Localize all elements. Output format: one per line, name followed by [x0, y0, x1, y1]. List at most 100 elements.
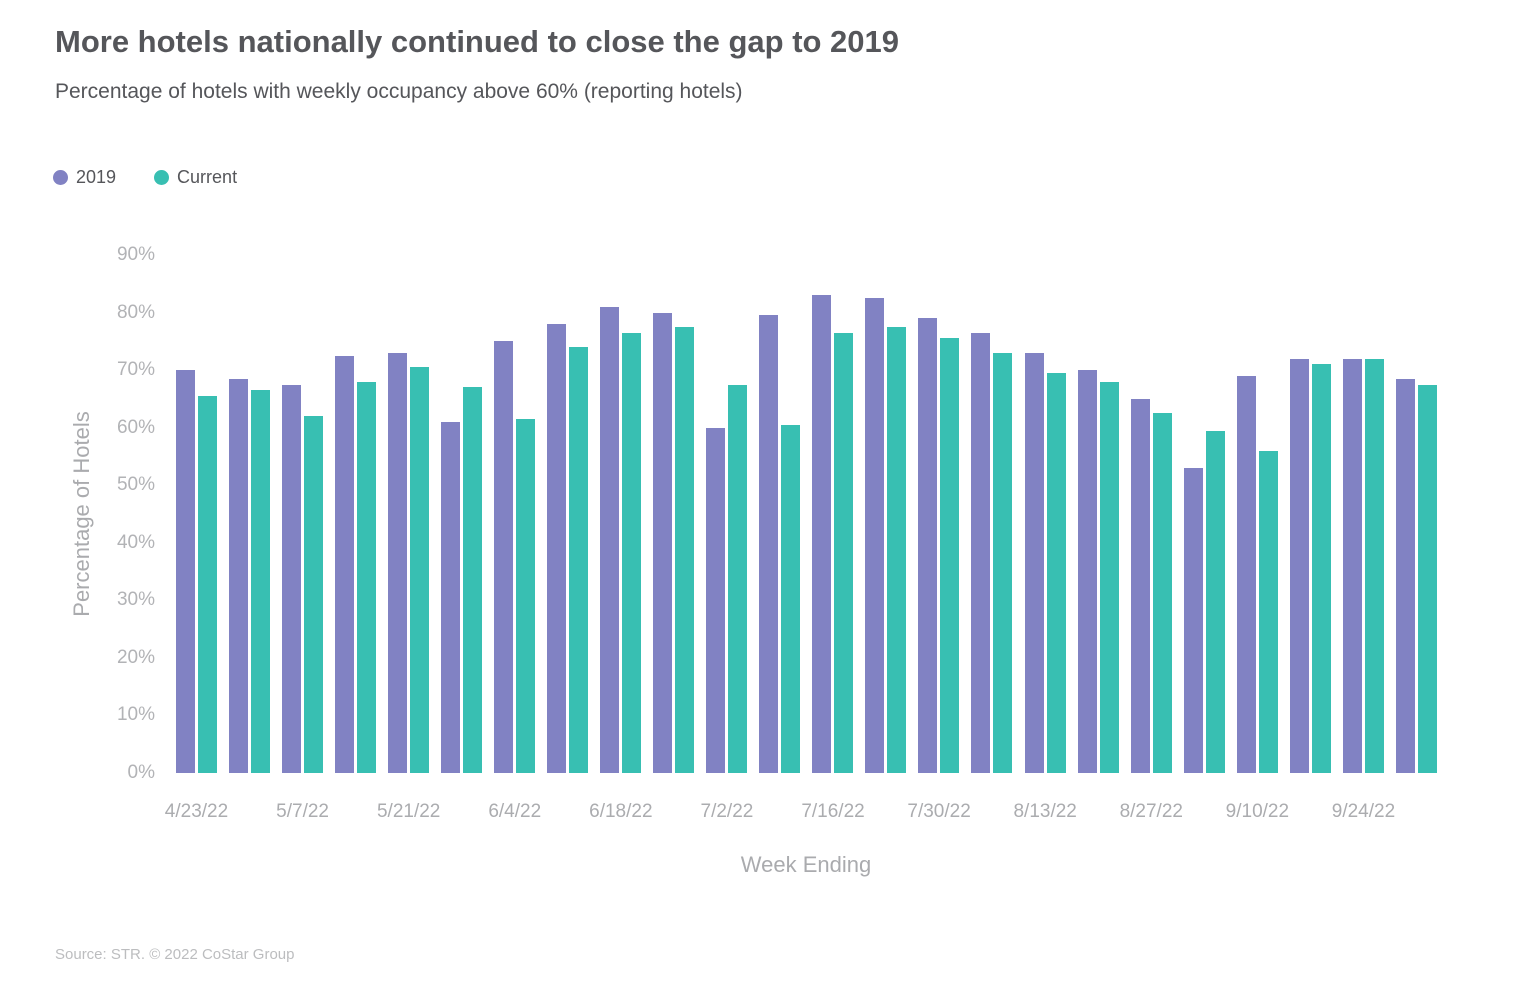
page-subtitle: Percentage of hotels with weekly occupan…: [55, 80, 743, 103]
bar-2019-17: [1024, 352, 1044, 773]
y-tick-label-60: 60%: [116, 416, 155, 438]
bar-current-3: [304, 416, 324, 773]
bar-group-9/10/22: [1236, 255, 1278, 773]
x-tick-label-7/30/22: 7/30/22: [907, 801, 971, 822]
legend-swatch-current-icon: [154, 170, 170, 185]
bar-group-5/7/22: [282, 255, 324, 773]
bar-2019-14: [865, 298, 885, 773]
x-tick-label-9/24/22: 9/24/22: [1331, 801, 1396, 822]
bar-current-16: [993, 352, 1013, 773]
x-tick-label-6/4/22: 6/4/22: [488, 801, 542, 822]
bar-2019-16: [971, 332, 991, 773]
page-title: More hotels nationally continued to clos…: [55, 24, 900, 59]
y-tick-label-30: 30%: [116, 589, 155, 611]
bar-group-week-24: [1395, 255, 1437, 773]
bar-current-11: [728, 384, 748, 773]
bar-current-14: [887, 326, 907, 773]
y-tick-label-80: 80%: [116, 301, 155, 323]
bar-group-5/21/22: [388, 255, 430, 773]
bar-2019-5: [388, 352, 408, 773]
x-tick-label-5/21/22: 5/21/22: [376, 801, 441, 822]
bar-group-week-22: [1289, 255, 1331, 773]
bar-group-7/30/22: [918, 255, 960, 773]
bar-current-18: [1099, 381, 1119, 773]
bar-group-8/27/22: [1130, 255, 1172, 773]
bar-2019-8: [547, 324, 567, 773]
bar-2019-15: [918, 318, 938, 773]
bar-current-24: [1417, 384, 1437, 773]
bar-2019-22: [1289, 358, 1309, 773]
bar-current-5: [410, 367, 430, 773]
bar-group-week-10: [653, 255, 695, 773]
x-axis-tick-labels: 4/23/22 5/7/22 5/21/22 6/4/22 6/18/22 7/2/22 7…: [165, 801, 1437, 831]
x-tick-label-8/13/22: 8/13/22: [1013, 801, 1077, 822]
bar-group-week-14: [865, 255, 907, 773]
x-tick-label-9/10/22: 9/10/22: [1225, 801, 1290, 822]
legend: 2019 Current: [53, 167, 237, 188]
y-tick-label-50: 50%: [116, 474, 155, 496]
bar-group-week-6: [441, 255, 483, 773]
bar-2019-21: [1236, 375, 1256, 773]
y-tick-label-90: 90%: [116, 244, 155, 265]
bar-current-8: [569, 347, 589, 773]
bar-2019-9: [600, 306, 620, 773]
bar-2019-13: [812, 295, 832, 773]
bar-current-10: [675, 326, 695, 773]
bar-2019-4: [335, 355, 355, 773]
bar-current-21: [1258, 450, 1278, 773]
bar-current-6: [463, 387, 483, 773]
source-note: Source: STR. © 2022 CoStar Group: [55, 946, 295, 963]
bar-group-week-2: [229, 255, 271, 773]
y-axis-title: Percentage of Hotels: [69, 411, 94, 617]
bar-current-2: [251, 390, 271, 773]
bar-2019-2: [229, 378, 249, 773]
bar-current-13: [834, 332, 854, 773]
bar-group-week-20: [1183, 255, 1225, 773]
y-axis-tick-labels: 0% 10% 20% 30% 40% 50% 60% 70% 80% 90%: [90, 244, 155, 783]
bar-group-8/13/22: [1024, 255, 1066, 773]
legend-item-current: Current: [154, 167, 237, 188]
bar-group-week-8: [547, 255, 589, 773]
bar-current-20: [1205, 430, 1225, 773]
bar-current-7: [516, 419, 536, 773]
legend-label-current: Current: [177, 167, 238, 187]
bar-chart-plot-area: [176, 255, 1437, 773]
bar-group-week-18: [1077, 255, 1119, 773]
legend-item-2019: 2019: [53, 167, 116, 188]
bar-2019-7: [494, 341, 514, 773]
legend-swatch-2019-icon: [53, 170, 68, 185]
bar-current-1: [198, 396, 217, 773]
x-tick-label-6/18/22: 6/18/22: [589, 801, 653, 822]
bar-current-22: [1311, 364, 1331, 773]
x-tick-label-4/23/22: 4/23/22: [164, 801, 229, 822]
legend-label-2019: 2019: [76, 167, 117, 187]
bar-group-9/24/22: [1342, 255, 1384, 773]
x-tick-label-7/16/22: 7/16/22: [801, 801, 865, 822]
x-tick-label-8/27/22: 8/27/22: [1119, 801, 1183, 822]
bar-current-4: [357, 381, 377, 773]
bar-group-6/4/22: [494, 255, 536, 773]
bar-group-week-12: [759, 255, 801, 773]
x-tick-label-7/2/22: 7/2/22: [700, 801, 754, 822]
bar-group-4/23/22: [176, 255, 217, 773]
bar-2019-12: [759, 315, 779, 773]
y-tick-label-40: 40%: [116, 531, 155, 553]
bar-2019-19: [1130, 398, 1150, 773]
bar-2019-24: [1395, 378, 1415, 773]
bar-current-12: [781, 424, 801, 773]
y-tick-label-70: 70%: [116, 359, 155, 381]
bar-2019-6: [441, 421, 461, 773]
y-tick-label-10: 10%: [116, 704, 155, 726]
bar-2019-10: [653, 312, 673, 773]
y-tick-label-20: 20%: [116, 646, 155, 668]
bar-2019-3: [282, 384, 302, 773]
bar-current-19: [1152, 413, 1172, 773]
y-tick-label-0: 0%: [127, 762, 155, 783]
x-tick-label-5/7/22: 5/7/22: [276, 801, 329, 822]
bar-group-week-4: [335, 255, 377, 773]
bar-group-6/18/22: [600, 255, 642, 773]
bar-current-15: [940, 338, 960, 773]
x-axis-title: Week Ending: [740, 852, 872, 877]
bar-2019-11: [706, 427, 726, 773]
bar-2019-1: [176, 370, 195, 773]
